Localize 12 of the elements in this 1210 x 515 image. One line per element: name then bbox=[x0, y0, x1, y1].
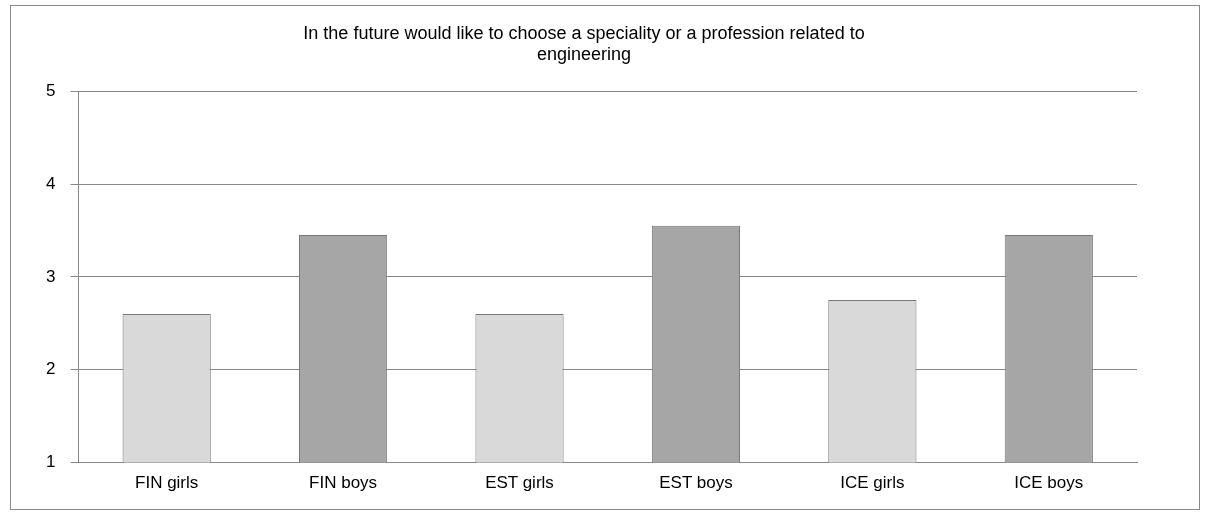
x-tick-label: ICE girls bbox=[840, 473, 905, 493]
y-tick-label: 5 bbox=[45, 80, 56, 100]
y-tick-label: 2 bbox=[45, 359, 56, 379]
chart-title: In the future would like to choose a speciality or a profession related to engineering bbox=[303, 22, 865, 65]
y-tick-label: 3 bbox=[45, 266, 56, 286]
x-tick-label: FIN boys bbox=[309, 473, 378, 493]
y-tick-label: 4 bbox=[45, 173, 56, 193]
x-tick-label: EST girls bbox=[485, 473, 554, 493]
y-tick-label: 1 bbox=[45, 452, 56, 472]
x-tick-label: ICE boys bbox=[1014, 473, 1084, 493]
x-tick-label: EST boys bbox=[659, 473, 733, 493]
x-tick-label: FIN girls bbox=[135, 473, 199, 493]
